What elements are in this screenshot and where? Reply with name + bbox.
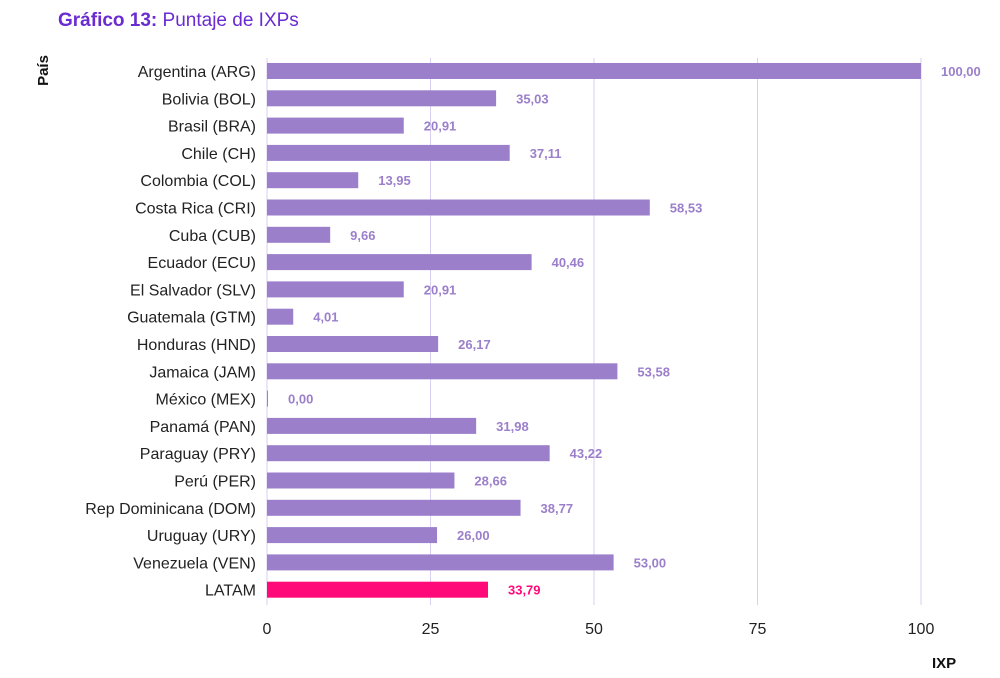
x-tick-label: 100 [908, 621, 935, 638]
bar [267, 390, 268, 407]
value-label: 13,95 [378, 173, 411, 188]
category-label: Panamá (PAN) [150, 419, 256, 436]
bar [267, 336, 439, 352]
chart-title-prefix: Gráfico 13: [58, 10, 158, 31]
bar [267, 308, 294, 325]
bar [267, 117, 404, 134]
value-label: 100,00 [941, 64, 981, 79]
bar [267, 527, 438, 544]
category-label: Uruguay (URY) [147, 528, 256, 545]
value-label: 28,66 [474, 474, 507, 489]
value-label: 4,01 [313, 310, 338, 325]
value-label: 33,79 [508, 583, 541, 598]
value-label: 53,00 [634, 555, 667, 570]
bar [267, 254, 532, 271]
category-label: Venezuela (VEN) [133, 555, 256, 572]
x-tick-label: 50 [585, 621, 603, 638]
bar [267, 63, 921, 79]
category-label: Paraguay (PRY) [140, 446, 256, 463]
x-tick-label: 0 [263, 621, 272, 638]
value-label: 9,66 [350, 228, 375, 243]
bar [267, 144, 510, 161]
category-label: Bolivia (BOL) [162, 91, 256, 108]
value-label: 26,17 [458, 337, 491, 352]
bar [267, 554, 614, 571]
category-label: Perú (PER) [174, 474, 256, 491]
category-label: Costa Rica (CRI) [135, 201, 256, 218]
value-label: 58,53 [670, 201, 703, 216]
category-label: Chile (CH) [181, 146, 256, 163]
value-label: 0,00 [288, 392, 313, 407]
bar [267, 226, 331, 243]
value-label: 35,03 [516, 91, 549, 106]
category-label: Cuba (CUB) [169, 228, 256, 245]
bar [267, 363, 618, 380]
category-label: Guatemala (GTM) [127, 310, 256, 327]
value-label: 20,91 [424, 282, 457, 297]
value-label: 37,11 [530, 146, 562, 161]
value-label: 53,58 [637, 364, 670, 379]
bar [267, 417, 477, 434]
bar [267, 90, 497, 107]
x-tick-label: 75 [749, 621, 767, 638]
bar [267, 472, 455, 489]
category-label: LATAM [205, 583, 256, 600]
bar [267, 199, 650, 216]
chart-title: Gráfico 13: Puntaje de IXPs [58, 10, 299, 32]
value-label: 26,00 [457, 528, 490, 543]
chart-title-text: Puntaje de IXPs [162, 10, 299, 31]
category-label: Argentina (ARG) [138, 64, 256, 81]
value-label: 31,98 [496, 419, 529, 434]
x-axis-label: IXP [932, 655, 957, 672]
bar [267, 499, 521, 516]
bar [267, 445, 550, 462]
value-label: 43,22 [570, 446, 603, 461]
category-label: Brasil (BRA) [168, 119, 256, 136]
value-label: 40,46 [552, 255, 585, 270]
category-label: México (MEX) [156, 392, 256, 409]
bar [267, 281, 404, 298]
value-label: 38,77 [541, 501, 574, 516]
x-tick-label: 25 [422, 621, 440, 638]
category-label: Ecuador (ECU) [148, 255, 256, 272]
bar [267, 172, 359, 189]
category-label: El Salvador (SLV) [130, 282, 256, 299]
category-label: Honduras (HND) [137, 337, 256, 354]
bar [267, 581, 488, 598]
value-label: 20,91 [424, 119, 457, 134]
category-label: Colombia (COL) [140, 173, 256, 190]
category-label: Rep Dominicana (DOM) [85, 501, 256, 518]
category-label: Jamaica (JAM) [149, 364, 256, 381]
